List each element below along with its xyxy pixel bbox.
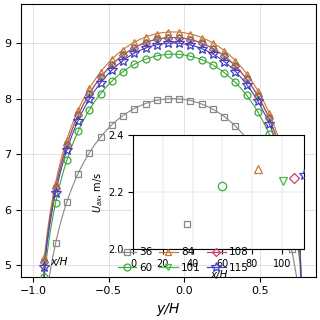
Text: x/H: x/H <box>51 257 68 267</box>
X-axis label: y/H: y/H <box>157 302 180 316</box>
Legend: 36, 60, 84, 101, 108, 115: 36, 60, 84, 101, 108, 115 <box>114 243 253 277</box>
